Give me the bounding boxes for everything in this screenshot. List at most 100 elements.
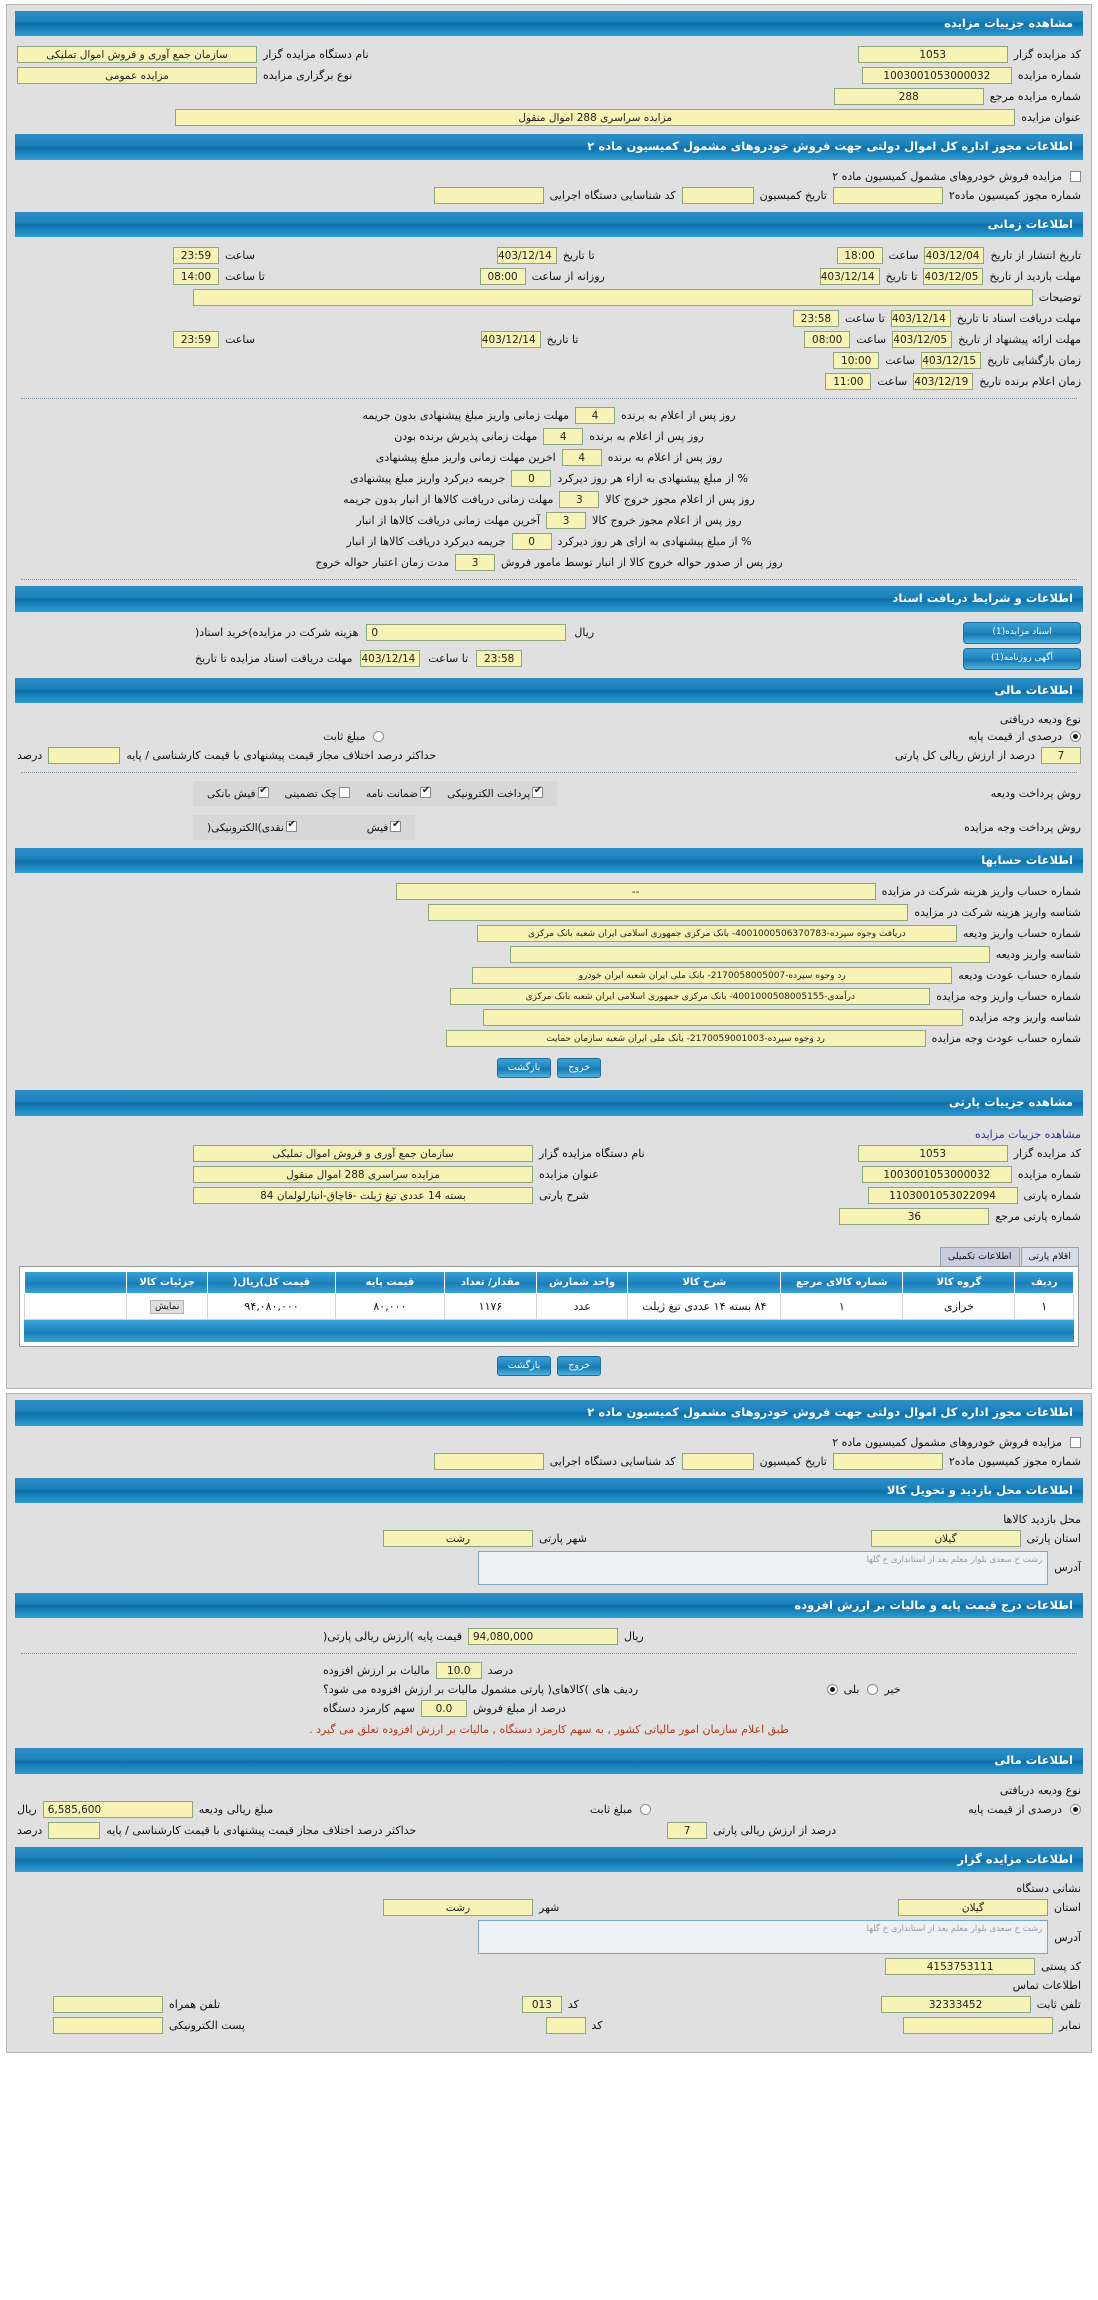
- value-commission-date-2[interactable]: [681, 1452, 754, 1470]
- checkbox-cash-electronic[interactable]: [285, 819, 297, 832]
- value-org-address[interactable]: رشت خ سعدی بلوار معلم بعد از استانداری خ…: [478, 1920, 1049, 1954]
- value-postal-code[interactable]: 4153753111: [885, 1958, 1036, 1975]
- deadline-value[interactable]: 0: [511, 470, 552, 488]
- value-publish-date-from[interactable]: 1403/12/04: [924, 247, 985, 265]
- value-documents-cost[interactable]: 0: [366, 624, 567, 641]
- value-opening-date[interactable]: 1403/12/15: [921, 352, 982, 370]
- value-opening-hour[interactable]: 10:00: [833, 352, 880, 370]
- checkbox-guaranteed-cheque[interactable]: [338, 786, 350, 798]
- value-winner-hour[interactable]: 11:00: [825, 373, 872, 391]
- option-receipt[interactable]: فیش: [367, 819, 402, 834]
- checkbox-electronic-payment[interactable]: [532, 785, 544, 798]
- cell-item-details[interactable]: نمایش: [125, 1293, 209, 1321]
- deadline-value[interactable]: 3: [546, 512, 587, 530]
- newspaper-ad-button[interactable]: آگهی روزنامه(1): [963, 647, 1081, 670]
- deadline-value[interactable]: 4: [543, 428, 584, 446]
- deadline-value[interactable]: 0: [511, 533, 552, 551]
- value-account-auction-payment[interactable]: درآمدی-4001000508005155- بانک مرکزی جمهو…: [450, 988, 931, 1006]
- value-deposit-amount[interactable]: 6,585,600: [42, 1800, 193, 1818]
- item-details-button[interactable]: نمایش: [149, 1300, 185, 1315]
- value-org-city[interactable]: رشت: [383, 1899, 533, 1916]
- value-mobile[interactable]: [53, 1996, 163, 2013]
- value-visit-date-to[interactable]: 1403/12/14: [819, 268, 880, 286]
- value-executive-org-id[interactable]: [433, 186, 544, 204]
- checkbox-vehicle-commission[interactable]: [1070, 170, 1081, 182]
- option-guarantee-letter[interactable]: ضمانت نامه: [366, 785, 432, 800]
- value-party-number[interactable]: 1103001053022094: [867, 1186, 1018, 1204]
- value-documents-deadline-time[interactable]: 23:58: [476, 650, 523, 667]
- value-email[interactable]: [53, 2017, 163, 2034]
- radio-percent-of-base-2[interactable]: [1070, 1803, 1081, 1815]
- checkbox-guarantee-letter[interactable]: [420, 785, 432, 798]
- value-account-deposit-return[interactable]: رد وجوه سپرده-2170058005007- بانک ملی ای…: [472, 967, 953, 985]
- value-party-auctioneer-code[interactable]: 1053: [857, 1144, 1008, 1162]
- value-org-province[interactable]: گیلان: [897, 1899, 1048, 1916]
- value-id-participation-fee[interactable]: [428, 904, 909, 922]
- value-auctioneer-code[interactable]: 1053: [857, 46, 1008, 64]
- value-account-participation-fee[interactable]: --: [395, 883, 876, 901]
- value-publish-time-1[interactable]: 18:00: [836, 247, 883, 265]
- value-visit-date-from[interactable]: 1403/12/05: [923, 268, 984, 286]
- option-electronic-payment[interactable]: پرداخت الکترونیکی: [447, 785, 544, 800]
- value-permit-number[interactable]: [832, 186, 943, 204]
- value-visit-daily-to[interactable]: 14:00: [173, 268, 219, 286]
- value-publish-date-to[interactable]: 1403/12/14: [496, 247, 557, 265]
- value-party-province[interactable]: گیلان: [870, 1529, 1021, 1547]
- value-visit-daily-from[interactable]: 08:00: [479, 268, 526, 286]
- value-executive-org-id-2[interactable]: [433, 1452, 544, 1470]
- value-base-price[interactable]: 94,080,000: [468, 1628, 618, 1646]
- checkbox-bank-receipt[interactable]: [257, 785, 269, 798]
- value-phone[interactable]: 32333452: [880, 1996, 1031, 2013]
- value-auction-title[interactable]: مزایده سراسری 288 اموال منقول: [175, 109, 1016, 127]
- auction-documents-button[interactable]: اسناد مزایده(1): [963, 621, 1081, 644]
- value-party-auction-number[interactable]: 1003001053000032: [861, 1165, 1012, 1183]
- value-vat[interactable]: 10.0: [435, 1662, 482, 1680]
- value-auction-number[interactable]: 1003001053000032: [861, 67, 1012, 85]
- value-party-city[interactable]: رشت: [383, 1529, 533, 1547]
- value-party-auctioneer-name[interactable]: سازمان جمع آوری و فروش اموال تملیکی: [193, 1144, 533, 1162]
- radio-fixed-amount[interactable]: [373, 730, 385, 742]
- value-fax-code[interactable]: [545, 2017, 586, 2034]
- checkbox-vehicle-commission-2[interactable]: [1070, 1436, 1081, 1448]
- value-documents-deadline-date[interactable]: 1403/12/14: [360, 650, 421, 667]
- value-party-auction-title[interactable]: مزایده سراسری 288 اموال منقول: [193, 1165, 533, 1183]
- deadline-value[interactable]: 3: [559, 491, 600, 509]
- value-fax[interactable]: [903, 2017, 1054, 2034]
- option-bank-receipt[interactable]: فیش بانکی: [207, 785, 269, 800]
- value-deposit-percent-2[interactable]: 7: [667, 1821, 708, 1839]
- deadline-value[interactable]: 4: [575, 407, 615, 425]
- value-offer-date-from[interactable]: 1403/12/05: [892, 331, 953, 349]
- value-offer-date-to[interactable]: 1403/12/14: [480, 331, 541, 349]
- value-phone-code[interactable]: 013: [521, 1996, 562, 2013]
- radio-vat-no[interactable]: [867, 1684, 879, 1696]
- tab-party-items[interactable]: اقلام پارتی: [1020, 1246, 1079, 1266]
- value-auction-type[interactable]: مزایده عمومی: [17, 67, 257, 85]
- value-id-auction-payment[interactable]: [483, 1009, 964, 1027]
- value-account-auction-return[interactable]: رد وجوه سپرده-2170059001003- بانک ملی ای…: [445, 1030, 926, 1048]
- radio-percent-of-base[interactable]: [1070, 730, 1081, 742]
- value-id-deposit[interactable]: [509, 946, 990, 964]
- radio-vat-yes[interactable]: [826, 1684, 838, 1696]
- checkbox-receipt[interactable]: [390, 819, 402, 832]
- value-max-diff-2[interactable]: [48, 1821, 101, 1839]
- option-cash-electronic[interactable]: نقدی)الکترونیکی(: [207, 819, 297, 834]
- party-back-button[interactable]: بازگشت: [496, 1356, 552, 1377]
- value-winner-date[interactable]: 1403/12/19: [913, 373, 974, 391]
- value-deposit-percent[interactable]: 7: [1041, 746, 1081, 764]
- exit-button[interactable]: خروج: [557, 1058, 602, 1079]
- option-guaranteed-cheque[interactable]: چک تضمینی: [285, 786, 350, 800]
- value-publish-time-2[interactable]: 23:59: [173, 247, 219, 265]
- back-button[interactable]: بازگشت: [496, 1058, 552, 1079]
- radio-fixed-amount-2[interactable]: [640, 1803, 652, 1815]
- party-exit-button[interactable]: خروج: [557, 1356, 602, 1377]
- value-account-deposit[interactable]: دریافت وجوه سپرده-4001000506370783- بانک…: [476, 925, 957, 943]
- tab-supplementary-info[interactable]: اطلاعات تکمیلی: [939, 1246, 1020, 1266]
- value-docs-deadline-time[interactable]: 23:58: [792, 310, 839, 328]
- deadline-value[interactable]: 4: [561, 449, 602, 467]
- value-description[interactable]: [192, 289, 1033, 307]
- value-party-desc[interactable]: بسته 14 عددی تیغ ژیلت -قاچاق-انبارلولمان…: [193, 1186, 533, 1204]
- value-ref-party-number[interactable]: 36: [839, 1207, 990, 1225]
- value-delivery-address[interactable]: رشت خ سعدی بلوار معلم بعد از استانداری خ…: [478, 1550, 1049, 1585]
- value-offer-time-2[interactable]: 23:59: [172, 331, 219, 349]
- value-permit-number-2[interactable]: [832, 1452, 943, 1470]
